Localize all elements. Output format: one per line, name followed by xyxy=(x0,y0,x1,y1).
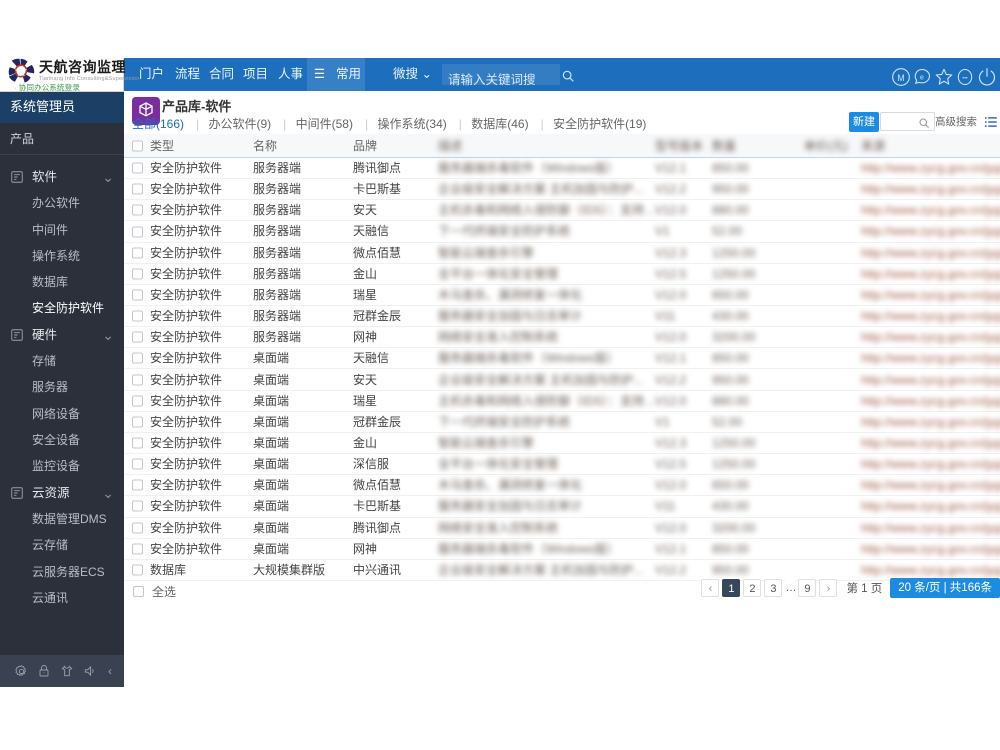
svg-text:M: M xyxy=(897,73,904,83)
svg-text:e: e xyxy=(920,74,924,82)
svg-text:•••: ••• xyxy=(962,76,968,82)
